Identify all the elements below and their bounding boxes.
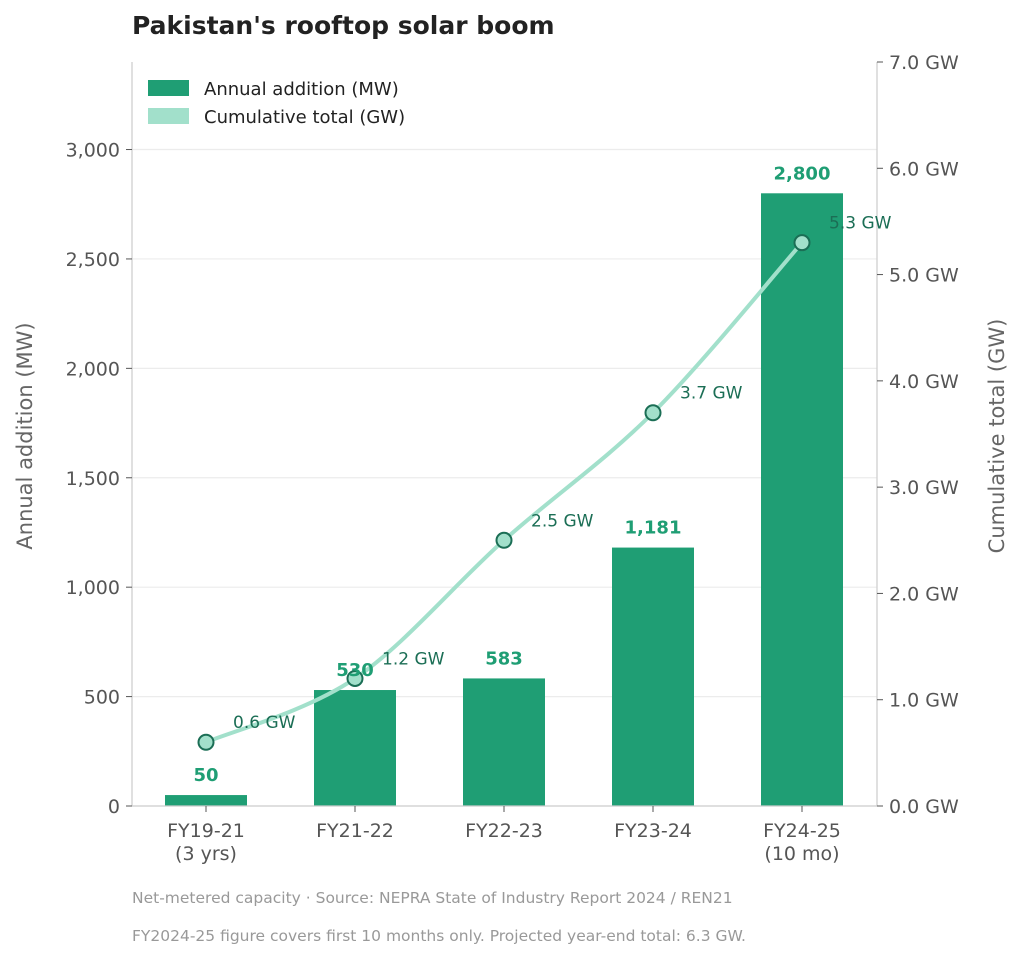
bar-fy24-25 bbox=[761, 193, 843, 806]
y-right-tick-label: 0.0 GW bbox=[889, 796, 959, 818]
legend-label-annual: Annual addition (MW) bbox=[204, 79, 399, 100]
source-note: Net-metered capacity · Source: NEPRA Sta… bbox=[132, 889, 733, 907]
legend-swatch-cumulative bbox=[148, 108, 189, 124]
cumulative-value-label: 2.5 GW bbox=[531, 511, 594, 531]
cumulative-value-label: 1.2 GW bbox=[382, 649, 445, 669]
bar-value-label: 530 bbox=[336, 660, 374, 681]
bar-fy22-23 bbox=[463, 678, 545, 806]
y-left-tick-label: 3,000 bbox=[66, 140, 120, 162]
y-left-axis-label: Annual addition (MW) bbox=[13, 322, 37, 549]
cumulative-value-label: 0.6 GW bbox=[233, 713, 296, 733]
y-left-tick-label: 1,000 bbox=[66, 577, 120, 599]
cumulative-point-fy19-21 bbox=[199, 735, 214, 750]
legend-label-cumulative: Cumulative total (GW) bbox=[204, 107, 405, 128]
x-tick-sublabel: (3 yrs) bbox=[175, 843, 237, 865]
bar-value-label: 1,181 bbox=[625, 518, 682, 539]
y-left-tick-label: 1,500 bbox=[66, 468, 120, 490]
cumulative-value-label: 3.7 GW bbox=[680, 384, 743, 404]
cumulative-line-series bbox=[199, 235, 810, 750]
cumulative-value-label: 5.3 GW bbox=[829, 214, 892, 234]
x-tick-label: FY21-22 bbox=[316, 820, 394, 842]
y-right-axis-label: Cumulative total (GW) bbox=[985, 319, 1009, 554]
legend: Annual addition (MW) Cumulative total (G… bbox=[148, 79, 405, 128]
y-right-tick-label: 5.0 GW bbox=[889, 265, 959, 287]
y-right-tick-label: 4.0 GW bbox=[889, 371, 959, 393]
footnote: FY2024-25 figure covers first 10 months … bbox=[132, 927, 746, 945]
cumulative-point-fy22-23 bbox=[497, 533, 512, 548]
x-tick-sublabel: (10 mo) bbox=[764, 843, 839, 865]
chart: Pakistan's rooftop solar boom 0 500 1,000 1… bbox=[0, 0, 1024, 959]
cumulative-point-fy23-24 bbox=[646, 405, 661, 420]
bar-fy23-24 bbox=[612, 548, 694, 806]
y-left-tick-label: 0 bbox=[108, 796, 120, 818]
y-right-tick-label: 1.0 GW bbox=[889, 690, 959, 712]
bar-value-label: 50 bbox=[193, 765, 218, 786]
y-left-tick-label: 2,000 bbox=[66, 358, 120, 380]
y-left-tick-label: 2,500 bbox=[66, 249, 120, 271]
y-right-tick-label: 2.0 GW bbox=[889, 583, 959, 605]
y-left-tick-label: 500 bbox=[84, 687, 120, 709]
bar-value-label: 583 bbox=[485, 648, 523, 669]
chart-title: Pakistan's rooftop solar boom bbox=[132, 11, 555, 40]
y-right-tick-label: 6.0 GW bbox=[889, 158, 959, 180]
legend-swatch-annual bbox=[148, 80, 189, 96]
bar-fy21-22 bbox=[314, 690, 396, 806]
x-tick-label: FY19-21 bbox=[167, 820, 245, 842]
y-right-tick-label: 3.0 GW bbox=[889, 477, 959, 499]
cumulative-point-fy24-25 bbox=[795, 235, 810, 250]
x-tick-label: FY23-24 bbox=[614, 820, 692, 842]
x-tick-label: FY22-23 bbox=[465, 820, 543, 842]
bar-fy19-21 bbox=[165, 795, 247, 806]
x-tick-label: FY24-25 bbox=[763, 820, 841, 842]
bar-value-label: 2,800 bbox=[774, 163, 831, 184]
y-right-tick-label: 7.0 GW bbox=[889, 52, 959, 74]
